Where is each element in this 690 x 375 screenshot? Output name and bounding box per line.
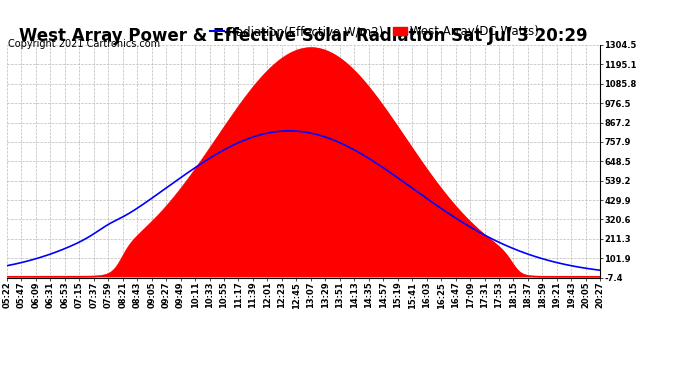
- Text: Copyright 2021 Cartronics.com: Copyright 2021 Cartronics.com: [8, 39, 160, 50]
- Legend: Radiation(Effective W/m2), West Array(DC Watts): Radiation(Effective W/m2), West Array(DC…: [206, 21, 544, 43]
- Title: West Array Power & Effective Solar Radiation Sat Jul 3 20:29: West Array Power & Effective Solar Radia…: [19, 27, 588, 45]
